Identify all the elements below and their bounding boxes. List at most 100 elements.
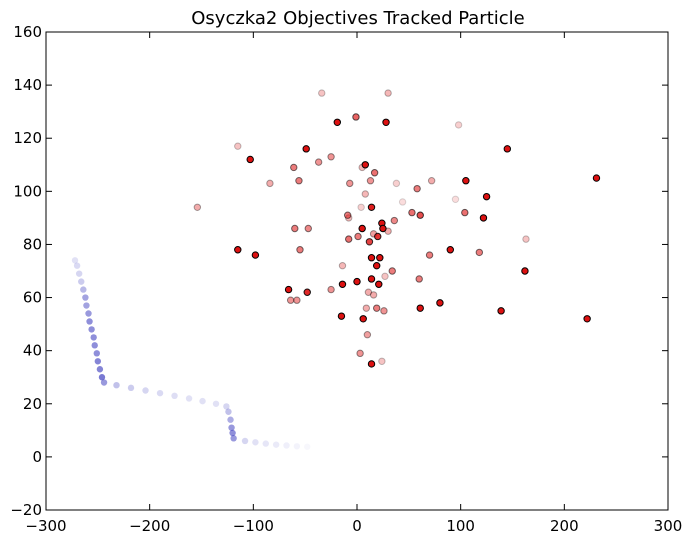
x-tick-label: 100 — [446, 517, 475, 535]
swarm-point — [363, 331, 372, 339]
swarm-point — [365, 238, 374, 246]
chart-title: Osyczka2 Objectives Tracked Particle — [191, 8, 525, 29]
tracked-particle-point — [85, 310, 92, 317]
swarm-point — [318, 89, 326, 97]
swarm-point — [436, 299, 444, 307]
swarm-point — [338, 261, 347, 270]
tracked-particle-point — [82, 294, 89, 301]
swarm-point — [234, 246, 242, 254]
tracked-particle-points — [71, 257, 311, 450]
swarm-point — [372, 304, 381, 312]
swarm-point — [388, 267, 396, 275]
swarm-point — [354, 232, 362, 241]
y-tick-label: 120 — [13, 129, 42, 147]
swarm-point — [374, 232, 382, 241]
swarm-point — [302, 145, 310, 153]
swarm-point — [338, 280, 347, 288]
swarm-point — [367, 203, 376, 211]
swarm-point — [398, 198, 407, 206]
tracked-particle-point — [91, 342, 98, 349]
y-tick-label: 40 — [23, 342, 42, 360]
swarm-point — [361, 190, 369, 198]
swarm-point — [361, 161, 369, 169]
x-tick-label: −100 — [233, 517, 274, 535]
y-tick-label: 100 — [13, 182, 42, 200]
swarm-point — [370, 169, 379, 177]
swarm-point — [333, 118, 342, 126]
swarm-point — [343, 211, 352, 219]
swarm-point — [303, 288, 311, 296]
tracked-particle-point — [262, 440, 269, 447]
tracked-particle-point — [100, 379, 108, 386]
tracked-particle-point — [185, 395, 193, 402]
tracked-particle-point — [171, 392, 178, 400]
tracked-particle-point — [225, 408, 232, 415]
tracked-particle-point — [230, 435, 237, 442]
tracked-particle-point — [272, 441, 280, 448]
tracked-particle-point — [113, 381, 120, 389]
plot-area — [46, 32, 668, 510]
tracked-particle-point — [98, 374, 106, 381]
swarm-point — [375, 280, 383, 288]
swarm-point — [364, 288, 373, 296]
tracked-particle-point — [71, 257, 79, 264]
swarm-point — [378, 357, 386, 365]
swarm-point — [482, 192, 491, 201]
tracked-particle-point — [83, 302, 90, 309]
tracked-particle-point — [212, 400, 220, 407]
swarm-point — [345, 235, 353, 243]
swarm-point — [293, 296, 301, 304]
swarm-point — [296, 246, 304, 254]
x-tick-label: −300 — [25, 517, 66, 535]
tracked-particle-point — [229, 429, 236, 437]
swarm-point — [356, 349, 364, 358]
swarm-point — [408, 208, 416, 217]
x-tick-label: 200 — [550, 517, 579, 535]
tracked-particle-point — [75, 270, 83, 277]
tracked-particle-point — [90, 334, 97, 341]
swarm-point — [461, 208, 469, 217]
swarm-point — [369, 291, 378, 299]
tracked-particle-point — [228, 424, 235, 431]
swarm-point — [427, 177, 436, 185]
y-tick-label: 0 — [32, 448, 42, 466]
swarm-point — [266, 179, 274, 188]
swarm-point — [337, 312, 346, 320]
swarm-point — [521, 267, 529, 275]
tracked-particle-point — [127, 384, 135, 392]
y-tick-label: 80 — [23, 235, 42, 253]
y-tick-label: 160 — [13, 23, 42, 41]
swarm-point — [380, 307, 388, 315]
tracked-particle-point — [86, 318, 93, 325]
swarm-point — [193, 203, 202, 211]
swarm-point — [366, 177, 375, 185]
swarm-point — [382, 118, 390, 126]
tracked-particle-point — [227, 416, 234, 423]
tracked-particle-point — [293, 443, 301, 450]
swarm-point — [446, 246, 454, 254]
y-tick-label: 20 — [23, 395, 42, 413]
y-tick-label: 60 — [23, 289, 42, 307]
swarm-point — [357, 203, 365, 211]
swarm-point — [352, 113, 360, 121]
swarm-point — [367, 360, 376, 368]
swarm-point — [475, 248, 484, 257]
tracked-particle-point — [94, 358, 102, 365]
swarm-point — [353, 277, 361, 286]
swarm-point — [462, 177, 470, 185]
x-tick-label: 300 — [654, 517, 683, 535]
y-axis: −20 0 20 40 60 80 100 120 140 160 — [10, 23, 668, 519]
tracked-particle-point — [96, 366, 104, 373]
tracked-particle-point — [304, 443, 311, 450]
swarm-point — [376, 254, 384, 262]
swarm-point — [522, 235, 530, 243]
tracked-particle-point — [241, 437, 249, 445]
tracked-particle-point — [93, 350, 100, 357]
tracked-particle-point — [88, 326, 95, 333]
swarm-point — [346, 179, 354, 188]
swarm-point — [284, 285, 293, 294]
swarm-point — [390, 216, 399, 225]
swarm-point — [234, 142, 242, 150]
swarm-point — [497, 307, 505, 315]
